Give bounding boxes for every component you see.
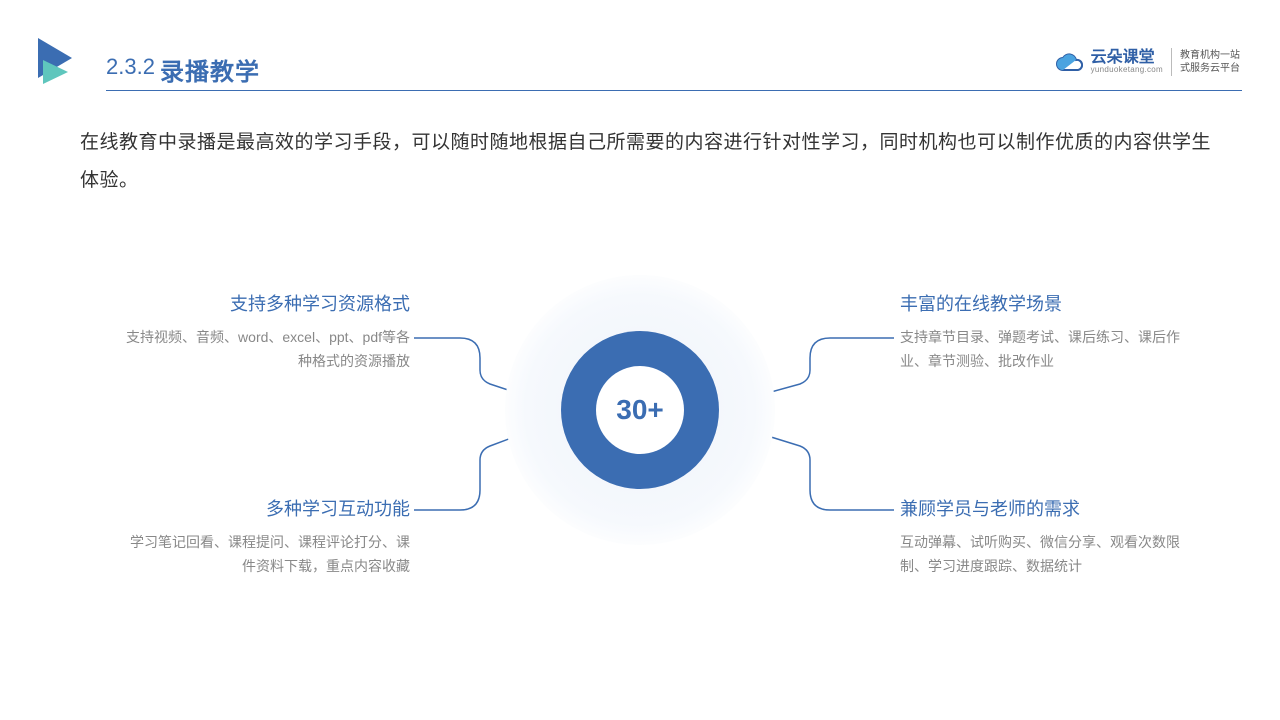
feature-top-left: 支持多种学习资源格式 支持视频、音频、word、excel、ppt、pdf等各种… [120, 290, 410, 374]
logo-divider [1171, 48, 1172, 76]
feature-title: 兼顾学员与老师的需求 [900, 495, 1190, 521]
feature-desc: 互动弹幕、试听购买、微信分享、观看次数限制、学习进度跟踪、数据统计 [900, 531, 1190, 579]
feature-bottom-right: 兼顾学员与老师的需求 互动弹幕、试听购买、微信分享、观看次数限制、学习进度跟踪、… [900, 495, 1190, 579]
section-number: 2.3.2 [106, 54, 155, 80]
feature-title: 丰富的在线教学场景 [900, 290, 1190, 316]
feature-desc: 支持视频、音频、word、excel、ppt、pdf等各种格式的资源播放 [120, 326, 410, 374]
feature-top-right: 丰富的在线教学场景 支持章节目录、弹题考试、课后练习、课后作业、章节测验、批改作… [900, 290, 1190, 374]
feature-title: 支持多种学习资源格式 [120, 290, 410, 316]
center-value: 30+ [596, 366, 684, 454]
center-ring: 30+ [561, 331, 719, 489]
feature-bottom-left: 多种学习互动功能 学习笔记回看、课程提问、课程评论打分、课件资料下载，重点内容收… [120, 495, 410, 579]
logo-tagline: 教育机构一站式服务云平台 [1180, 49, 1242, 75]
intro-paragraph: 在线教育中录播是最高效的学习手段，可以随时随地根据自己所需要的内容进行针对性学习… [80, 124, 1220, 200]
logo-domain-text: yunduoketang.com [1091, 66, 1163, 75]
feature-title: 多种学习互动功能 [120, 495, 410, 521]
section-title: 录播教学 [160, 52, 260, 87]
feature-diagram: 30+ 支持多种学习资源格式 支持视频、音频、word、excel、ppt、pd… [0, 260, 1280, 660]
feature-desc: 支持章节目录、弹题考试、课后练习、课后作业、章节测验、批改作业 [900, 326, 1190, 374]
cloud-icon [1055, 52, 1083, 72]
logo-brand-text: 云朵课堂 [1091, 49, 1163, 67]
feature-desc: 学习笔记回看、课程提问、课程评论打分、课件资料下载，重点内容收藏 [120, 531, 410, 579]
header-rule [106, 90, 1242, 91]
play-triangle-icon [38, 38, 80, 89]
brand-logo-block: 云朵课堂 yunduoketang.com 教育机构一站式服务云平台 [1055, 48, 1242, 76]
slide-header: 2.3.2 录播教学 云朵课堂 yunduoketang.com 教育机构一站式… [0, 30, 1280, 90]
